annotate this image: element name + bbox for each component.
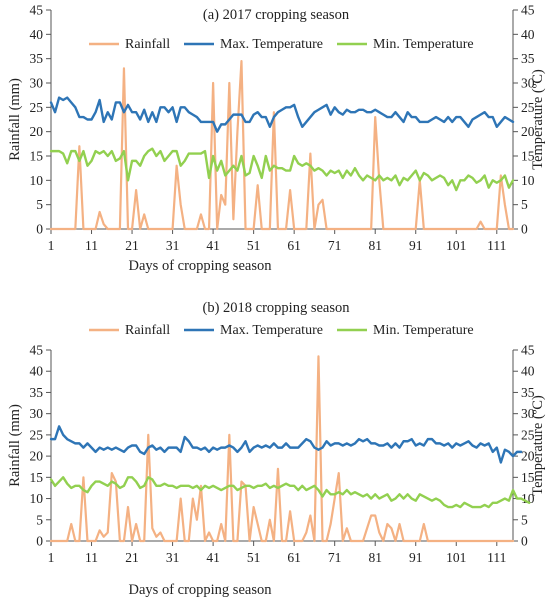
y-tick-label-left: 0	[36, 534, 43, 549]
y-tick-label-left: 45	[30, 343, 44, 358]
y-tick-label-right: 40	[521, 27, 535, 42]
x-tick-label: 1	[48, 550, 55, 565]
y-tick-label-left: 10	[30, 491, 44, 506]
x-axis-title: Days of cropping season	[129, 582, 273, 598]
legend-label: Max. Temperature	[220, 323, 323, 338]
chart-title: (b) 2018 cropping season	[203, 300, 351, 316]
y-tick-label-right: 30	[521, 76, 535, 91]
x-tick-label: 31	[166, 550, 180, 565]
x-tick-label: 61	[287, 550, 301, 565]
x-tick-label: 31	[166, 238, 180, 253]
chart-panel-a: (a) 2017 cropping season 0 0 5 5 10 10 15 15 20 20…	[7, 3, 546, 275]
x-tick-label: 51	[247, 238, 261, 253]
chart-title: (a) 2017 cropping season	[203, 7, 350, 23]
series-line-rainfall	[49, 355, 515, 543]
x-tick-label: 61	[287, 238, 301, 253]
x-tick-label: 41	[206, 550, 220, 565]
x-axis-title: Days of cropping season	[129, 258, 273, 274]
y-axis-title-left: Rainfall (mm)	[7, 404, 23, 487]
y-tick-label-left: 15	[30, 149, 44, 164]
series-line-min-temperature	[49, 147, 515, 192]
x-tick-label: 11	[85, 550, 98, 565]
y-tick-label-right: 10	[521, 491, 535, 506]
y-tick-label-left: 10	[30, 173, 44, 188]
series-line-max-temperature	[49, 425, 523, 464]
y-tick-label-right: 45	[521, 343, 535, 358]
y-tick-label-right: 45	[521, 3, 535, 18]
x-tick-label: 71	[328, 550, 342, 565]
y-tick-label-right: 0	[521, 222, 528, 237]
y-tick-label-right: 35	[521, 385, 535, 400]
legend-label: Min. Temperature	[373, 37, 474, 52]
y-tick-label-right: 30	[521, 406, 535, 421]
x-tick-label: 1	[48, 238, 55, 253]
y-tick-label-left: 40	[30, 27, 44, 42]
y-axis-title-right: Temperature (ºC)	[530, 395, 546, 496]
y-tick-label-right: 5	[521, 512, 528, 527]
y-tick-label-right: 15	[521, 149, 535, 164]
y-tick-label-left: 15	[30, 470, 44, 485]
legend-label: Min. Temperature	[373, 323, 474, 338]
y-axis-title-left: Rainfall (mm)	[7, 78, 23, 161]
x-tick-label: 101	[446, 550, 466, 565]
y-tick-label-left: 25	[30, 100, 44, 115]
y-tick-label-right: 15	[521, 470, 535, 485]
y-tick-label-right: 40	[521, 364, 535, 379]
y-tick-label-left: 45	[30, 3, 44, 18]
chart-panel-b: (b) 2018 cropping season 0 0 5 5 10 10 15 15 20 20…	[7, 300, 546, 598]
x-tick-label: 71	[328, 238, 342, 253]
x-tick-label: 101	[446, 238, 466, 253]
x-tick-label: 41	[206, 238, 220, 253]
y-tick-label-left: 30	[30, 76, 44, 91]
y-tick-label-left: 20	[30, 124, 44, 139]
x-tick-label: 11	[85, 238, 98, 253]
y-tick-label-left: 40	[30, 364, 44, 379]
x-tick-label: 91	[409, 238, 423, 253]
y-tick-label-left: 30	[30, 406, 44, 421]
y-tick-label-left: 0	[36, 222, 43, 237]
legend-label: Rainfall	[125, 37, 170, 52]
y-tick-label-left: 35	[30, 385, 44, 400]
x-tick-label: 81	[368, 550, 382, 565]
y-tick-label-right: 0	[521, 534, 528, 549]
y-tick-label-right: 10	[521, 173, 535, 188]
series-line-rainfall	[49, 59, 515, 231]
x-tick-label: 21	[125, 550, 139, 565]
x-tick-label: 21	[125, 238, 139, 253]
y-axis-title-right: Temperature (ºC)	[530, 69, 546, 170]
x-tick-label: 51	[247, 550, 261, 565]
x-tick-label: 81	[368, 238, 382, 253]
y-tick-label-left: 20	[30, 449, 44, 464]
y-tick-label-left: 25	[30, 427, 44, 442]
y-tick-label-right: 25	[521, 100, 535, 115]
legend-label: Rainfall	[125, 323, 170, 338]
x-tick-label: 91	[409, 550, 423, 565]
series-line-min-temperature	[49, 476, 531, 509]
y-tick-label-left: 35	[30, 51, 44, 66]
y-tick-label-right: 20	[521, 124, 535, 139]
y-tick-label-right: 25	[521, 427, 535, 442]
legend-label: Max. Temperature	[220, 37, 323, 52]
series-line-max-temperature	[49, 96, 515, 133]
y-tick-label-left: 5	[36, 512, 43, 527]
x-tick-label: 111	[487, 238, 506, 253]
y-tick-label-right: 5	[521, 197, 528, 212]
y-tick-label-right: 20	[521, 449, 535, 464]
y-tick-label-right: 35	[521, 51, 535, 66]
x-tick-label: 111	[487, 550, 506, 565]
y-tick-label-left: 5	[36, 197, 43, 212]
